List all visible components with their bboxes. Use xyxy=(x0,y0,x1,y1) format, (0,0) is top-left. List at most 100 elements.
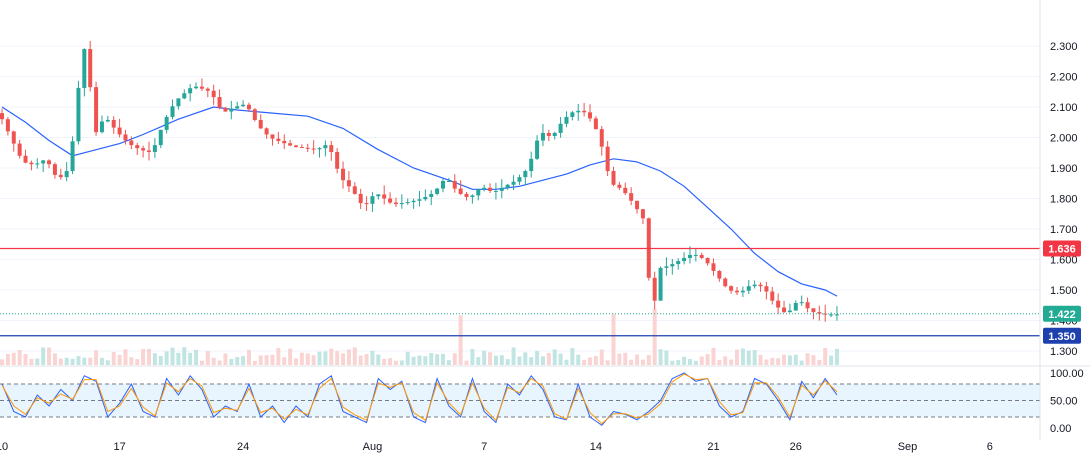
volume-bar xyxy=(123,349,128,365)
candle-body xyxy=(611,171,616,185)
volume-bar xyxy=(758,354,763,365)
volume-bar xyxy=(811,354,816,365)
volume-bar xyxy=(764,359,769,365)
volume-bar xyxy=(17,350,22,365)
candle-body xyxy=(811,308,816,313)
volume-bar xyxy=(799,360,804,365)
price-tick-label: 1.500 xyxy=(1050,285,1078,297)
candlesticks[interactable] xyxy=(0,40,839,322)
candle-body xyxy=(288,143,293,146)
candle-body xyxy=(699,254,704,258)
volume-bar xyxy=(323,351,328,365)
oscillator-line xyxy=(1,373,838,425)
time-axis[interactable]: 10 17 24 Aug 7 14 21 26 Sep 6 xyxy=(0,441,993,453)
volume-bar xyxy=(482,350,487,365)
volume-bar xyxy=(605,360,610,365)
volume-bar xyxy=(358,355,363,365)
candle-body xyxy=(582,110,587,113)
volume-bar xyxy=(535,351,540,365)
candle-body xyxy=(829,314,834,316)
volume-bar xyxy=(282,357,287,365)
candle-body xyxy=(141,148,146,151)
candle-body xyxy=(58,174,63,178)
candle-body xyxy=(123,134,128,141)
candle-body xyxy=(640,209,645,219)
volume-bar xyxy=(23,354,28,365)
candle-body xyxy=(41,160,46,164)
candle-body xyxy=(105,119,110,122)
candle-body xyxy=(476,189,481,196)
candle-body xyxy=(246,104,251,110)
price-axis[interactable]: 2.300 2.200 2.100 2.000 1.900 1.800 1.700 1.600… xyxy=(1050,41,1078,358)
volume-bar xyxy=(540,356,545,365)
time-tick-label: Sep xyxy=(898,441,918,453)
volume-bar xyxy=(188,352,193,365)
volume-bar xyxy=(493,355,498,365)
volume-bar xyxy=(729,359,734,365)
candle-body xyxy=(746,286,751,291)
candle-body xyxy=(323,145,328,149)
volume-bar xyxy=(629,359,634,365)
volume-bar xyxy=(823,347,828,365)
candle-body xyxy=(393,202,398,205)
candle-body xyxy=(446,180,451,182)
volume-bar xyxy=(570,348,575,365)
volume-bar xyxy=(417,355,422,365)
volume-bar xyxy=(129,357,134,365)
volume-bar xyxy=(782,354,787,365)
volume-bar xyxy=(399,360,404,365)
candle-body xyxy=(505,184,510,188)
volume-bar xyxy=(488,352,493,365)
volume-bar xyxy=(787,355,792,365)
candle-body xyxy=(635,200,640,210)
candle-body xyxy=(470,195,475,197)
candle-body xyxy=(676,261,681,265)
candle-body xyxy=(834,314,839,316)
candle-body xyxy=(241,104,246,107)
volume-bar xyxy=(241,356,246,365)
volume-bar xyxy=(223,353,228,365)
candle-body xyxy=(282,140,287,144)
time-tick-label: 10 xyxy=(0,441,8,453)
volume-bar xyxy=(752,350,757,365)
volume-bar xyxy=(776,358,781,365)
candle-body xyxy=(352,186,357,194)
candle-body xyxy=(35,163,40,165)
stochastic-oscillator xyxy=(0,372,1040,426)
candle-body xyxy=(464,193,469,197)
candle-body xyxy=(452,180,457,189)
candle-body xyxy=(658,267,663,301)
candle-body xyxy=(499,187,504,191)
volume-bar xyxy=(164,351,169,365)
time-tick-label: 24 xyxy=(237,441,249,453)
volume-bar xyxy=(5,353,10,365)
oscillator-tick-label: 100.00 xyxy=(1050,368,1084,380)
volume-bar xyxy=(211,357,216,365)
volume-bar xyxy=(564,359,569,365)
candle-body xyxy=(793,302,798,311)
candle-body xyxy=(111,119,116,128)
time-tick-label: 21 xyxy=(707,441,719,453)
oscillator-axis[interactable]: 100.00 50.00 0.00 xyxy=(1050,368,1084,435)
volume-bar xyxy=(705,354,710,365)
volume-bar xyxy=(435,354,440,365)
candle-body xyxy=(211,90,216,98)
volume-bar xyxy=(35,358,40,365)
candle-body xyxy=(88,49,93,88)
volume-bar xyxy=(135,359,140,365)
volume-bar xyxy=(52,353,57,365)
candle-body xyxy=(729,286,734,291)
volume-bar xyxy=(405,351,410,365)
volume-bar xyxy=(141,348,146,365)
candle-body xyxy=(223,107,228,112)
volume-bar xyxy=(76,356,81,365)
volume-bar xyxy=(311,355,316,365)
candle-body xyxy=(99,121,104,133)
volume-bar xyxy=(611,314,616,365)
candle-body xyxy=(229,108,234,112)
volume-bar xyxy=(717,359,722,365)
volume-bar xyxy=(346,349,351,365)
candle-body xyxy=(776,300,781,308)
volume-bar xyxy=(105,360,110,365)
